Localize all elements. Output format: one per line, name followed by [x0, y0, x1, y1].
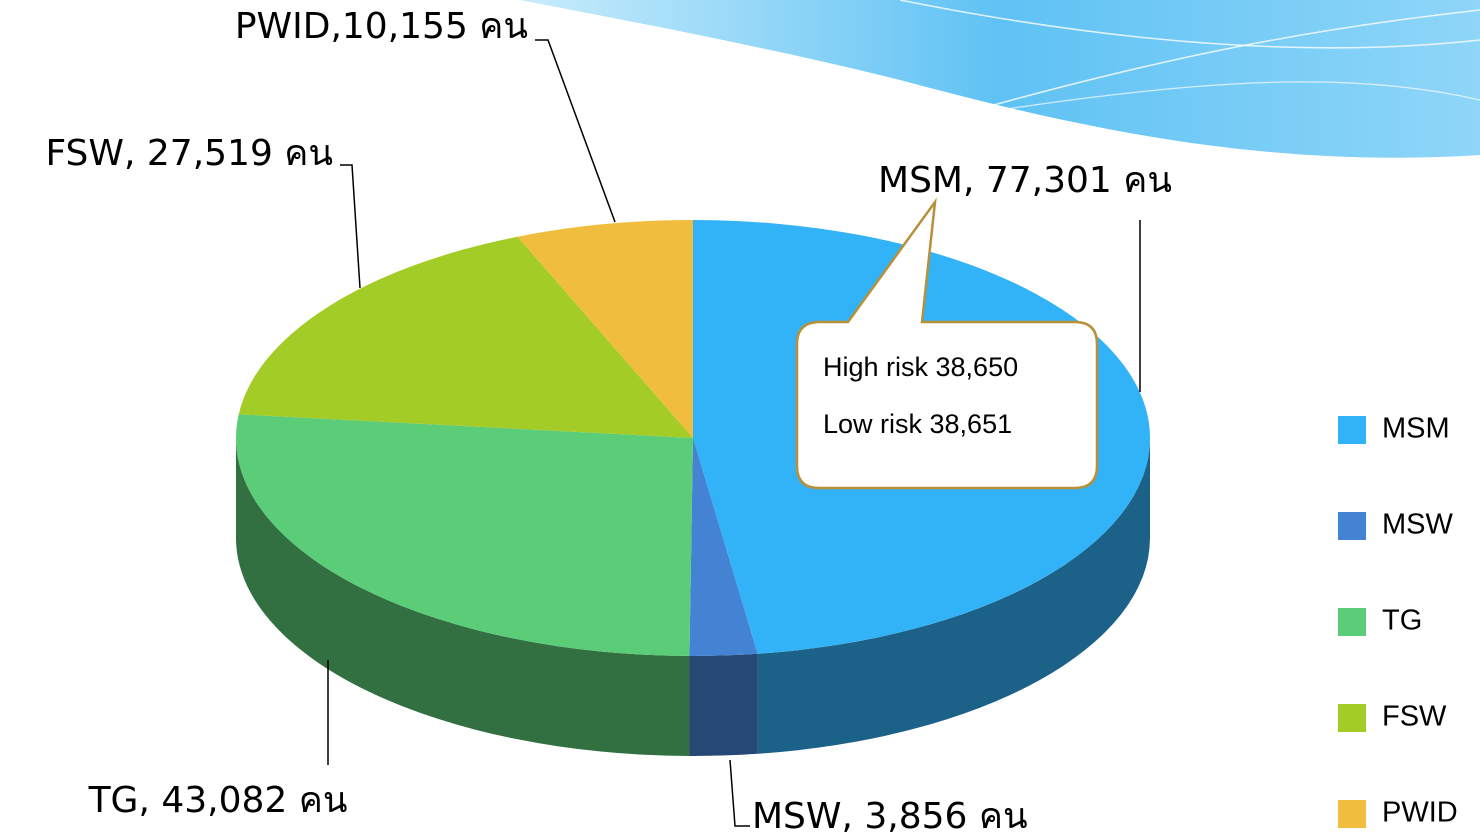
- legend-label: PWID: [1382, 797, 1458, 829]
- data-label: MSM, 77,301 คน: [878, 160, 1172, 201]
- background-decoration: [520, 0, 1480, 158]
- legend-swatch: [1338, 704, 1366, 732]
- leader-line: [535, 40, 615, 222]
- chart: High risk 38,650 Low risk 38,651 MSM, 77…: [0, 0, 1480, 840]
- legend-label: MSM: [1382, 413, 1450, 445]
- leader-line: [730, 760, 750, 826]
- legend-swatch: [1338, 800, 1366, 828]
- legend-label: FSW: [1382, 701, 1447, 733]
- legend: MSM MSW TG FSW PWID: [1338, 413, 1458, 829]
- legend-swatch: [1338, 416, 1366, 444]
- legend-label: MSW: [1382, 509, 1454, 541]
- legend-swatch: [1338, 608, 1366, 636]
- data-label: FSW, 27,519 คน: [45, 133, 333, 174]
- legend-label: TG: [1382, 605, 1422, 637]
- legend-swatch: [1338, 512, 1366, 540]
- leader-line: [340, 165, 360, 288]
- slice-side: [689, 654, 757, 756]
- data-label: TG, 43,082 คน: [88, 780, 348, 821]
- data-label: PWID,10,155 คน: [235, 6, 528, 47]
- data-label: MSW, 3,856 คน: [752, 796, 1028, 837]
- annotation: Low risk 38,651: [823, 409, 1012, 439]
- annotation: High risk 38,650: [823, 352, 1018, 382]
